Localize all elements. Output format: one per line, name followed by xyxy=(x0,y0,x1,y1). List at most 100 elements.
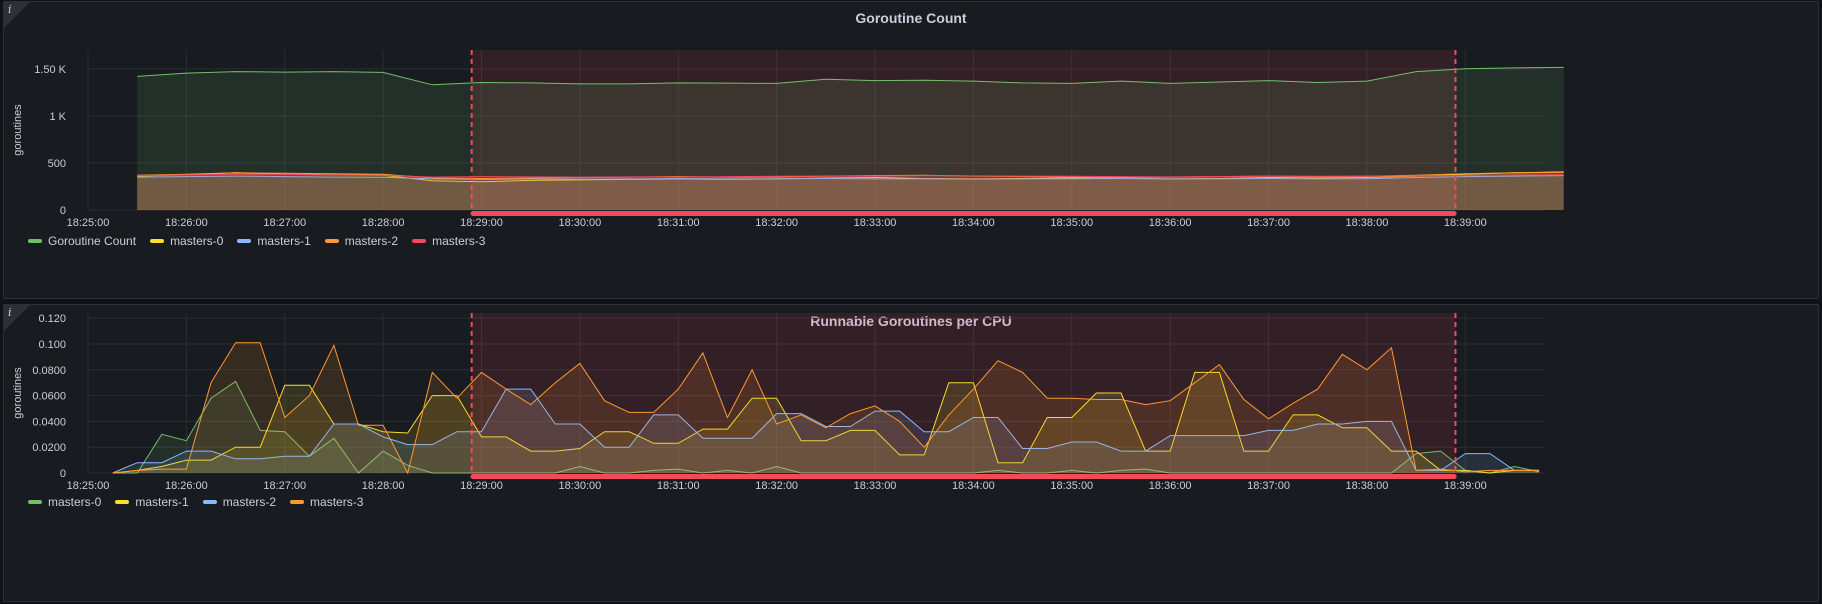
annotation-region xyxy=(471,50,1456,210)
legend-label: masters-2 xyxy=(222,495,277,509)
series-area-masters-3 xyxy=(137,174,1564,210)
runnable-goroutines-panel: i Runnable Goroutines per CPU 0 0.0200 0.0… xyxy=(3,304,1819,602)
x-tick-label: 18:30:00 xyxy=(558,217,601,229)
series-area-masters-0 xyxy=(112,381,1540,473)
legend-swatch xyxy=(290,500,305,504)
x-tick-label: 18:25:00 xyxy=(67,480,110,492)
x-tick-label: 18:27:00 xyxy=(263,217,306,229)
legend-swatch xyxy=(412,239,427,243)
series-line-masters-1 xyxy=(137,175,1564,180)
legend-swatch xyxy=(324,239,339,243)
x-tick-label: 18:36:00 xyxy=(1149,480,1192,492)
legend-swatch xyxy=(115,500,130,504)
series-area-masters-2 xyxy=(137,172,1564,210)
y-tick-label: 0.120 xyxy=(38,313,66,325)
x-tick-label: 18:32:00 xyxy=(755,217,798,229)
annotation-region xyxy=(471,313,1456,473)
series-line-masters-2 xyxy=(112,388,1540,474)
legend-item-masters-0[interactable]: masters-0 xyxy=(150,234,223,248)
y-tick-label: 1.50 K xyxy=(34,64,66,76)
y-axis-label: goroutines xyxy=(12,104,24,156)
panel-corner xyxy=(4,305,30,331)
x-tick-label: 18:26:00 xyxy=(165,217,208,229)
series-line-masters-3 xyxy=(112,342,1540,475)
x-tick-label: 18:36:00 xyxy=(1149,217,1192,229)
legend-label: Goroutine Count xyxy=(48,234,137,248)
legend: masters-0 masters-1 masters-2 masters-3 xyxy=(28,495,363,509)
x-tick-label: 18:30:00 xyxy=(558,480,601,492)
series-area-masters-0 xyxy=(137,171,1564,210)
legend: Goroutine Count masters-0 masters-1 masters… xyxy=(28,234,485,248)
x-tick-label: 18:27:00 xyxy=(263,480,306,492)
legend-item-masters-3[interactable]: masters-3 xyxy=(290,495,363,509)
x-tick-label: 18:34:00 xyxy=(952,217,995,229)
y-tick-label: 500 xyxy=(48,158,66,170)
legend-swatch xyxy=(150,239,165,243)
y-tick-label: 1 K xyxy=(49,111,66,123)
x-tick-label: 18:34:00 xyxy=(952,480,995,492)
panel-corner xyxy=(4,2,30,28)
y-tick-label: 0 xyxy=(60,205,66,217)
series-area-masters-1 xyxy=(137,175,1564,210)
x-tick-label: 18:33:00 xyxy=(854,217,897,229)
info-icon[interactable]: i xyxy=(8,306,12,319)
legend-swatch xyxy=(202,500,217,504)
series-area-masters-2 xyxy=(112,389,1540,473)
goroutine-count-panel: i Goroutine Count 0 500 1 K 1.50 K 18:25:00 1… xyxy=(3,1,1819,299)
y-tick-label: 0.100 xyxy=(38,339,66,351)
legend-label: masters-0 xyxy=(48,495,102,509)
x-tick-label: 18:29:00 xyxy=(460,217,503,229)
y-tick-label: 0.0600 xyxy=(32,391,66,403)
series-line-goroutine-count xyxy=(137,66,1564,86)
legend-label: masters-3 xyxy=(432,234,486,248)
x-tick-label: 18:35:00 xyxy=(1050,480,1093,492)
y-tick-label: 0.0400 xyxy=(32,416,66,428)
x-tick-label: 18:38:00 xyxy=(1346,217,1389,229)
series-line-masters-3 xyxy=(137,173,1564,178)
x-tick-label: 18:39:00 xyxy=(1444,217,1487,229)
legend-item-goroutine-count[interactable]: Goroutine Count xyxy=(28,234,136,248)
legend-item-masters-1[interactable]: masters-1 xyxy=(115,495,189,509)
x-tick-label: 18:26:00 xyxy=(165,480,208,492)
annotation-bar xyxy=(471,474,1456,479)
legend-item-masters-2[interactable]: masters-2 xyxy=(324,234,399,248)
x-tick-label: 18:35:00 xyxy=(1050,217,1093,229)
legend-swatch xyxy=(237,239,252,243)
y-tick-label: 0.0800 xyxy=(32,365,66,377)
x-tick-label: 18:37:00 xyxy=(1247,217,1290,229)
series-area-masters-1 xyxy=(112,372,1540,473)
x-tick-label: 18:31:00 xyxy=(657,217,700,229)
runnable-goroutines-chart: 0 0.0200 0.0400 0.0600 0.0800 0.100 0.120 18:25… xyxy=(12,313,1544,492)
annotation-bar xyxy=(471,211,1456,216)
y-axis-label: goroutines xyxy=(12,367,24,419)
legend-item-masters-0[interactable]: masters-0 xyxy=(28,495,101,509)
series-area-masters-3 xyxy=(112,342,1540,473)
x-tick-label: 18:39:00 xyxy=(1444,480,1487,492)
legend-label: masters-1 xyxy=(257,234,311,248)
legend-item-masters-3[interactable]: masters-3 xyxy=(412,234,485,248)
x-tick-label: 18:28:00 xyxy=(362,217,405,229)
y-tick-label: 0.0200 xyxy=(32,442,66,454)
info-icon[interactable]: i xyxy=(8,3,12,16)
x-tick-label: 18:33:00 xyxy=(854,480,897,492)
legend-label: masters-3 xyxy=(310,495,364,509)
legend-label: masters-2 xyxy=(344,234,399,248)
panel-title[interactable]: Goroutine Count xyxy=(855,10,967,26)
x-tick-label: 18:25:00 xyxy=(67,217,110,229)
x-tick-label: 18:29:00 xyxy=(460,480,503,492)
x-tick-label: 18:28:00 xyxy=(362,480,405,492)
legend-item-masters-1[interactable]: masters-1 xyxy=(237,234,311,248)
x-tick-label: 18:37:00 xyxy=(1247,480,1290,492)
legend-swatch xyxy=(28,239,42,243)
legend-swatch xyxy=(28,500,42,504)
panel-title[interactable]: Runnable Goroutines per CPU xyxy=(4,313,1818,329)
series-area-goroutine-count xyxy=(137,67,1564,211)
x-tick-label: 18:38:00 xyxy=(1346,480,1389,492)
x-tick-label: 18:32:00 xyxy=(755,480,798,492)
legend-label: masters-0 xyxy=(170,234,224,248)
series-line-masters-0 xyxy=(112,380,1540,474)
legend-label: masters-1 xyxy=(135,495,189,509)
x-tick-label: 18:31:00 xyxy=(657,480,700,492)
legend-item-masters-2[interactable]: masters-2 xyxy=(202,495,277,509)
y-tick-label: 0 xyxy=(60,468,66,480)
